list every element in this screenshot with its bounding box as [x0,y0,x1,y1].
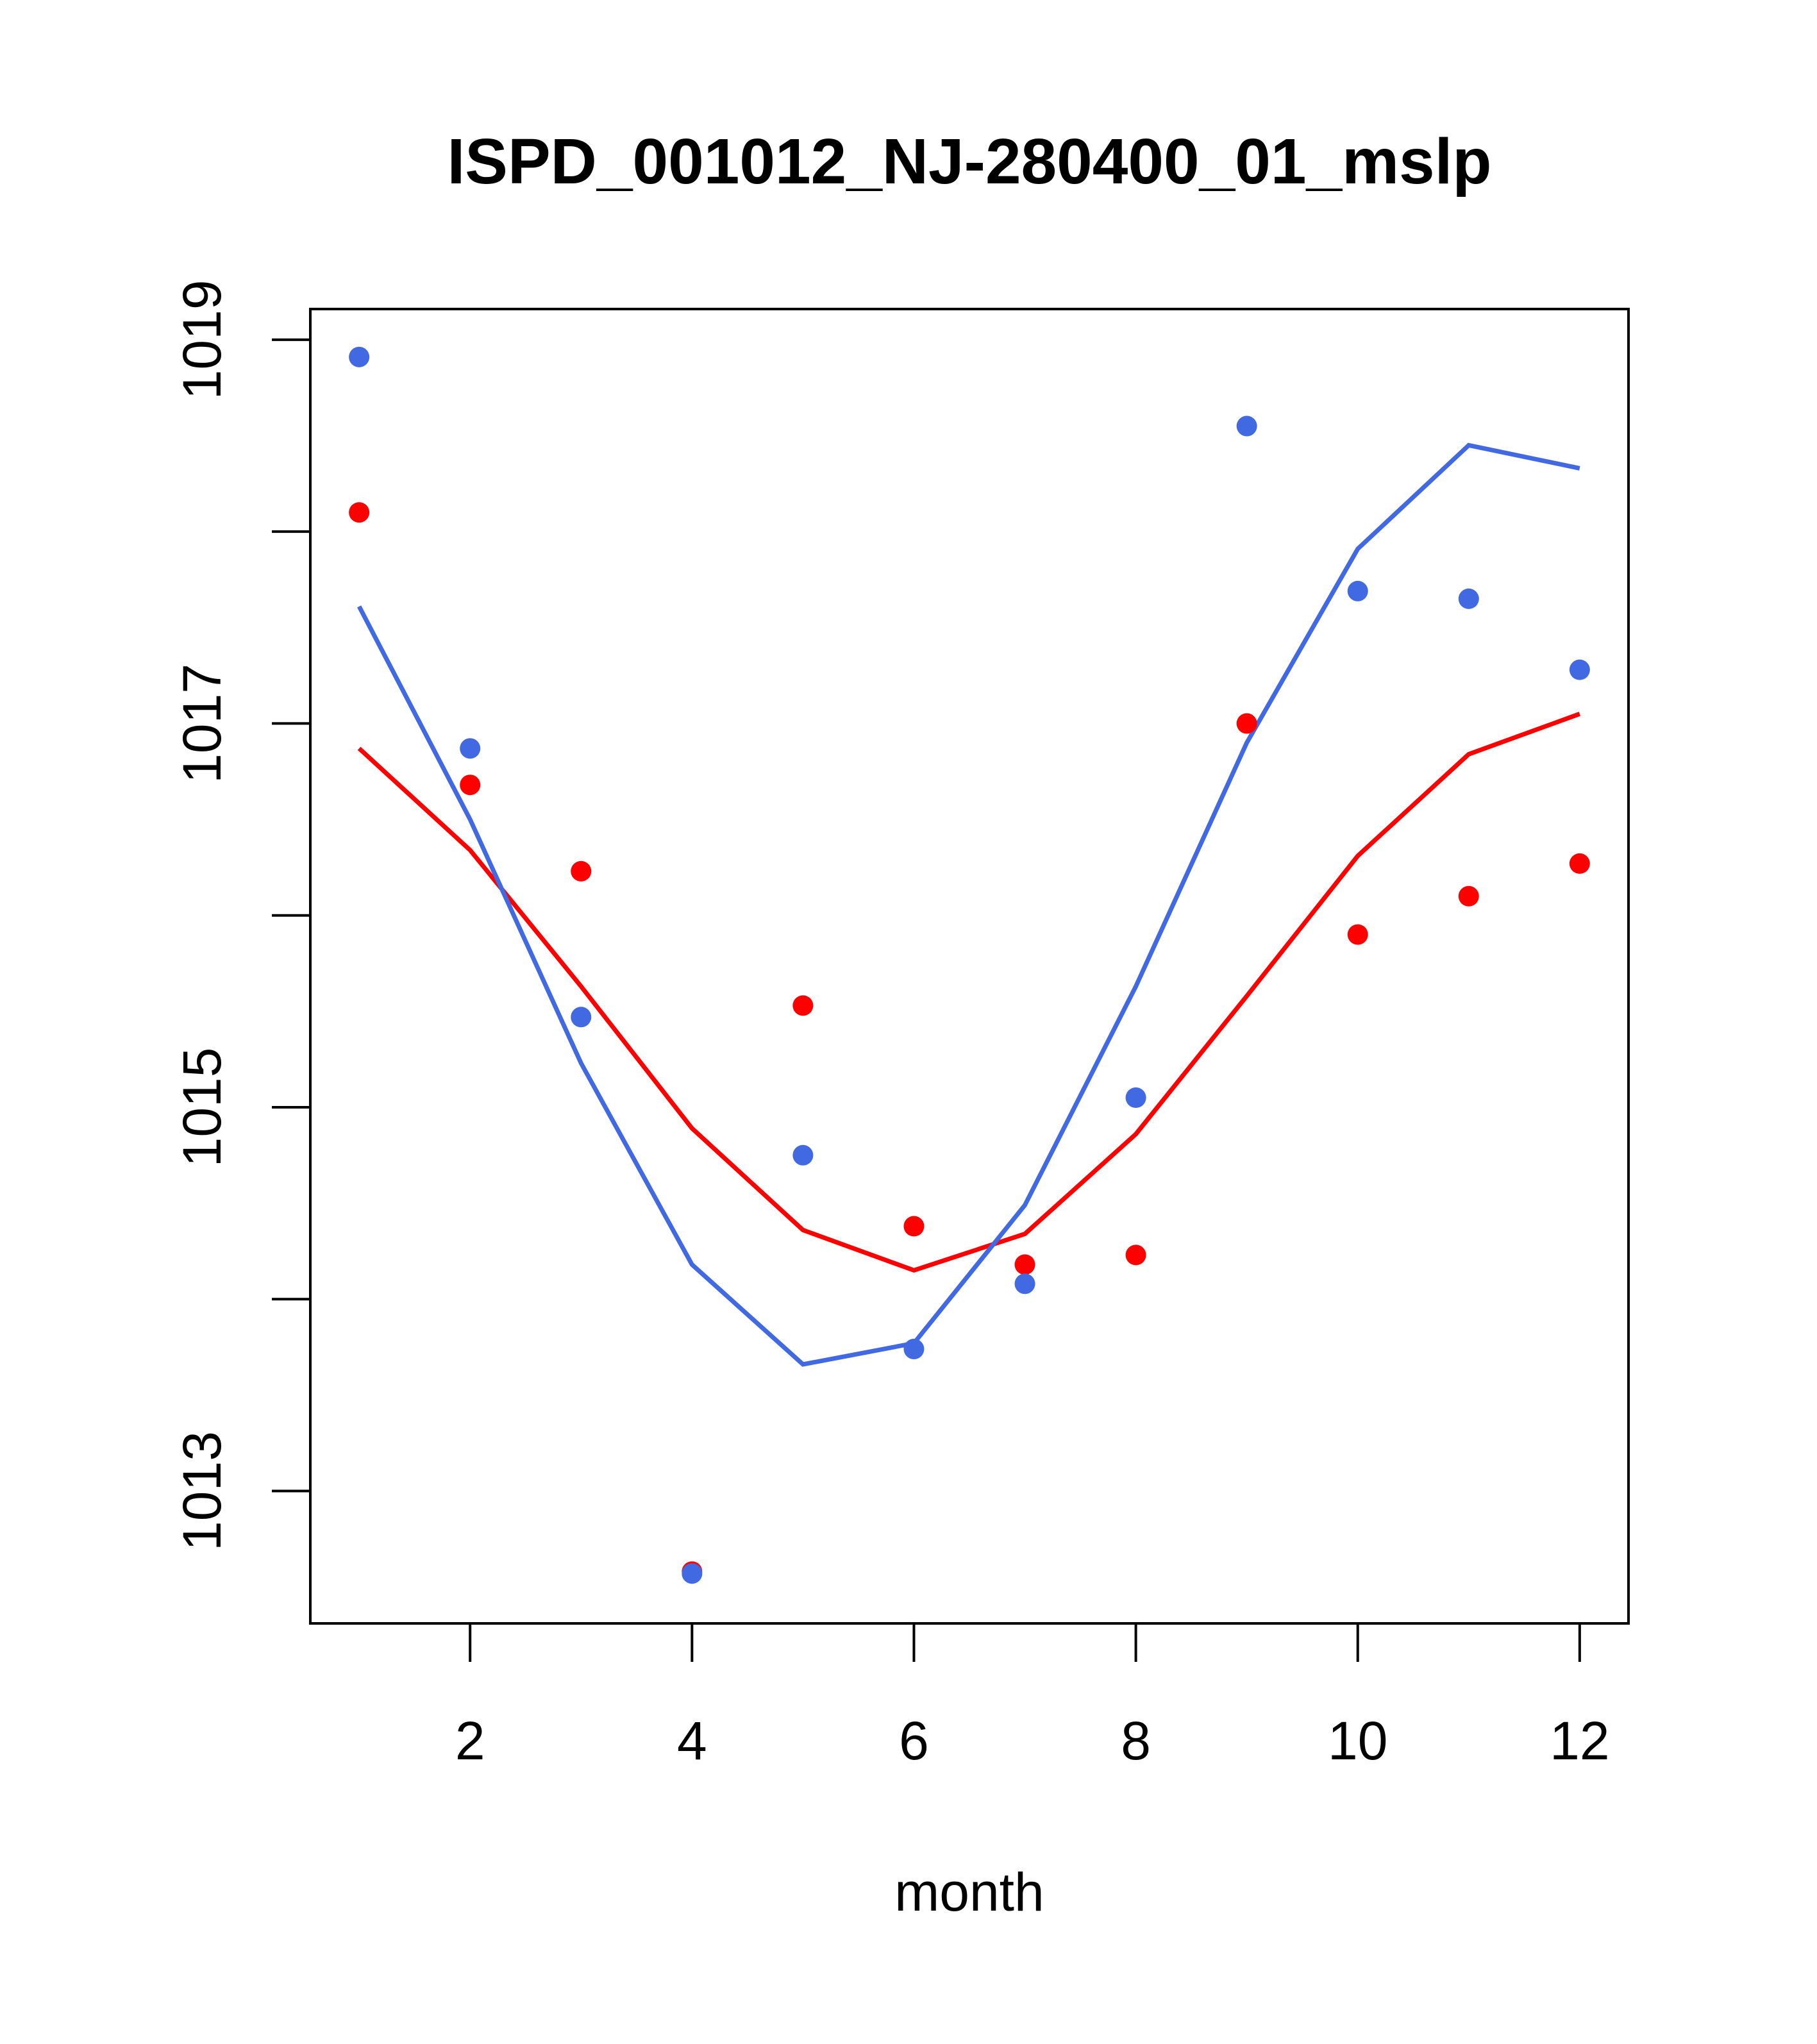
x-tick-label: 4 [677,1711,707,1771]
x-tick-label: 6 [899,1711,929,1771]
red-point [1125,1244,1146,1266]
blue-point [349,346,370,367]
red-point [792,995,814,1016]
y-tick-label: 1019 [172,280,232,399]
blue-point [1458,588,1479,609]
y-tick-label: 1017 [172,664,232,783]
chart-title: ISPD_001012_NJ-280400_01_mslp [447,126,1491,197]
blue-line [357,442,1580,1367]
y-tick-label: 1015 [172,1048,232,1168]
blue-point [571,1007,592,1028]
blue-point [1236,415,1257,437]
blue-point [460,738,481,759]
x-tick-label: 2 [455,1711,485,1771]
red-point [460,775,481,796]
red-point [1347,924,1368,945]
red-line [357,712,1581,1273]
x-tick-label: 8 [1121,1711,1151,1771]
red-point [349,502,370,523]
blue-point [1347,580,1368,601]
red-point [571,860,592,882]
x-tick-label: 12 [1550,1711,1609,1771]
y-tick-label: 1013 [172,1431,232,1551]
red-point [903,1216,925,1237]
blue-point [1569,659,1590,680]
plot-frame [309,308,1630,1625]
blue-point [792,1144,814,1166]
red-point [1014,1254,1035,1275]
x-axis-label: month [894,1862,1044,1922]
x-axis: 2 4 6 8 10 12 [455,1622,1610,1771]
blue-point [903,1339,925,1360]
y-axis: 1013 1015 1017 1019 [172,280,312,1551]
blue-point [1125,1087,1146,1108]
series-layer [349,346,1590,1584]
red-point [1236,713,1257,734]
blue-point [682,1563,703,1584]
blue-point [1014,1273,1035,1294]
x-tick-label: 10 [1328,1711,1387,1771]
red-point [1458,885,1479,907]
red-point [1569,853,1590,874]
